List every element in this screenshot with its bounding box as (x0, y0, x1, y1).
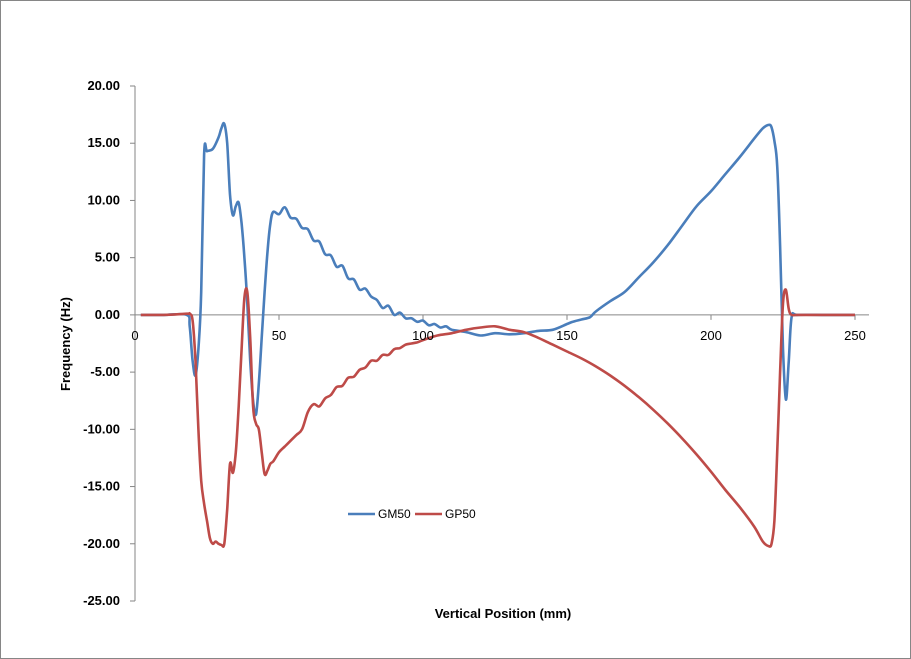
x-tick-label: 0 (131, 328, 138, 343)
y-tick-label: -25.00 (83, 593, 120, 608)
x-tick-label: 200 (700, 328, 722, 343)
y-tick-label: 0.00 (95, 307, 120, 322)
legend-label-gp50: GP50 (445, 507, 476, 521)
y-tick-label: -10.00 (83, 421, 120, 436)
y-axis (130, 85, 136, 602)
x-tick-label: 50 (272, 328, 286, 343)
legend-label-gm50: GM50 (378, 507, 411, 521)
y-tick-label: 20.00 (87, 78, 120, 93)
y-tick-label: 5.00 (95, 250, 120, 265)
y-tick-label: -20.00 (83, 536, 120, 551)
y-tick-label: 15.00 (87, 135, 120, 150)
y-axis-title: Frequency (Hz) (58, 297, 73, 391)
legend: GM50 GP50 (348, 507, 476, 521)
x-tick-label: 150 (556, 328, 578, 343)
y-tick-label: 10.00 (87, 192, 120, 207)
x-tick-label: 250 (844, 328, 866, 343)
tick-labels: 20.00 15.00 10.00 5.00 0.00 -5.00 -10.00 -15.00… (83, 78, 866, 608)
series-line-gp50 (140, 287, 855, 549)
y-tick-label: -5.00 (90, 364, 120, 379)
y-tick-label: -15.00 (83, 479, 120, 494)
x-tick-label: 100 (412, 328, 434, 343)
series-line-gm50 (140, 121, 855, 417)
x-axis-title: Vertical Position (mm) (435, 606, 572, 621)
x-axis (134, 314, 869, 320)
series-layer (140, 121, 855, 549)
